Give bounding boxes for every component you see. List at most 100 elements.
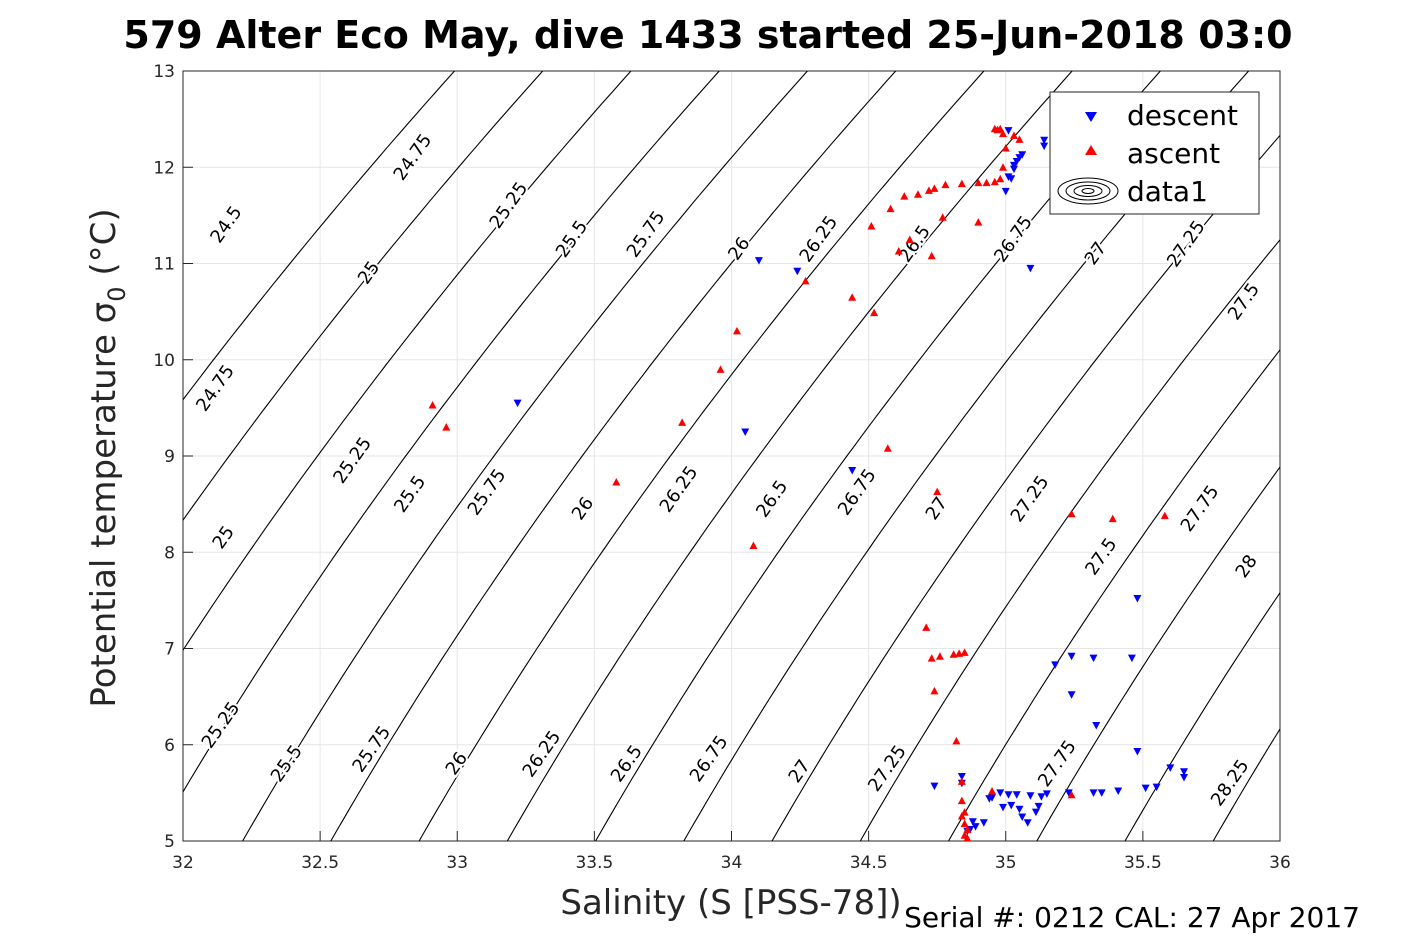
ascent-point <box>952 736 961 745</box>
ascent-point <box>442 423 451 431</box>
y-tick-label: 8 <box>164 543 175 563</box>
descent-point <box>979 819 988 827</box>
contour-label: 28 <box>1232 551 1262 582</box>
descent-point <box>1042 790 1051 798</box>
x-axis-ticks: 32 32.5 33 33.5 34 34.5 35 35.5 36 <box>172 831 1291 873</box>
x-tick-label: 36 <box>1269 853 1291 873</box>
ascent-point <box>935 652 944 660</box>
contour-label: 25.25 <box>486 178 533 232</box>
ascent-point <box>1015 135 1024 143</box>
descent-point <box>1127 654 1136 663</box>
contour-label: 25.25 <box>198 698 245 752</box>
ascent-point <box>883 444 892 452</box>
ascent-point <box>924 186 933 194</box>
descent-point <box>968 818 977 826</box>
descent-point <box>848 466 857 475</box>
contour-label: 27.25 <box>864 741 911 795</box>
descent-point <box>930 782 939 791</box>
y-tick-label: 7 <box>164 640 175 660</box>
descent-point <box>1133 594 1142 603</box>
ascent-point <box>848 293 857 301</box>
descent-point <box>793 267 802 276</box>
ascent-point <box>801 276 810 285</box>
ascent-point <box>1160 511 1169 520</box>
y-tick-label: 6 <box>164 736 175 756</box>
contour-label: 26.75 <box>990 212 1037 266</box>
contour-label: 25.5 <box>267 741 307 786</box>
ascent-point <box>1108 514 1117 523</box>
isopycnal-26 <box>418 71 985 841</box>
x-tick-label: 34.5 <box>850 853 888 873</box>
y-tick-label: 9 <box>164 447 175 467</box>
ascent-point <box>678 418 687 426</box>
descent-point <box>1089 789 1098 797</box>
contour-label: 27.25 <box>1163 217 1210 271</box>
descent-point <box>1067 652 1076 661</box>
ascent-point <box>974 218 983 226</box>
descent-point <box>1007 801 1016 810</box>
descent-point <box>1001 187 1010 196</box>
y-tick-label: 13 <box>153 62 175 82</box>
y-tick-label: 11 <box>153 255 175 275</box>
legend: descent ascent data1 <box>1049 91 1260 215</box>
y-axis-label-main: Potential temperature σ <box>84 302 124 708</box>
ascent-point <box>999 129 1008 138</box>
legend-descent-label: descent <box>1127 99 1238 132</box>
descent-point <box>1067 691 1076 699</box>
isopycnal-25-5 <box>241 71 809 841</box>
ascent-point <box>990 177 999 186</box>
ascent-point <box>963 825 972 833</box>
descent-point <box>1141 784 1150 793</box>
isopycnal-25-75 <box>330 71 897 841</box>
y-tick-label: 10 <box>153 351 175 371</box>
contour-label: 24.75 <box>390 130 437 184</box>
data-points <box>428 124 1189 841</box>
x-tick-label: 35.5 <box>1124 853 1162 873</box>
contour-label: 26.5 <box>752 477 792 522</box>
x-axis-label: Salinity (S [PSS-78]) <box>560 883 901 923</box>
descent-point <box>1004 791 1013 799</box>
descent-point <box>1180 773 1189 782</box>
ascent-point <box>963 834 972 841</box>
x-tick-label: 33 <box>446 853 468 873</box>
descent-point <box>1034 802 1043 811</box>
contour-label: 25 <box>209 522 239 553</box>
legend-ascent-label: ascent <box>1127 137 1220 170</box>
density-contour-labels: 24.75 24.5 25 25.25 25.5 25.75 26 26.25 26.5 26.7… <box>190 128 1266 812</box>
descent-point <box>1009 165 1018 174</box>
ascent-point <box>938 213 947 221</box>
descent-point <box>971 823 980 831</box>
ascent-point <box>974 178 983 187</box>
legend-ascent-marker <box>1085 145 1097 155</box>
contour-label: 26.5 <box>895 222 935 267</box>
isopycnal-27-25 <box>859 238 1280 841</box>
legend-box <box>1049 91 1260 215</box>
y-tick-label: 12 <box>153 158 175 178</box>
y-axis-label-unit: (°C) <box>84 208 124 286</box>
descent-point <box>1031 808 1040 817</box>
descent-point <box>1040 136 1049 145</box>
ascent-point <box>716 365 725 373</box>
descent-point <box>999 803 1008 812</box>
contour-label: 26 <box>568 493 598 524</box>
legend-data1-marker <box>1057 177 1119 205</box>
descent-point <box>1026 792 1035 800</box>
descent-point <box>1152 783 1161 792</box>
descent-point <box>741 428 750 436</box>
y-axis-label-subscript: 0 <box>103 286 131 301</box>
ascent-point <box>612 477 621 486</box>
descent-point <box>1040 142 1049 151</box>
ascent-point <box>996 174 1005 183</box>
isopycnal-27-75 <box>1036 466 1280 841</box>
ascent-point <box>933 487 942 496</box>
ascent-point <box>927 251 936 260</box>
contour-label: 26 <box>442 748 472 779</box>
descent-point <box>996 789 1005 797</box>
contour-label: 25.25 <box>329 433 376 487</box>
ascent-point <box>960 819 969 828</box>
ascent-point <box>960 648 969 656</box>
descent-point <box>754 257 763 265</box>
ascent-point <box>867 221 876 230</box>
ascent-point <box>930 686 939 695</box>
ascent-point <box>957 811 966 820</box>
